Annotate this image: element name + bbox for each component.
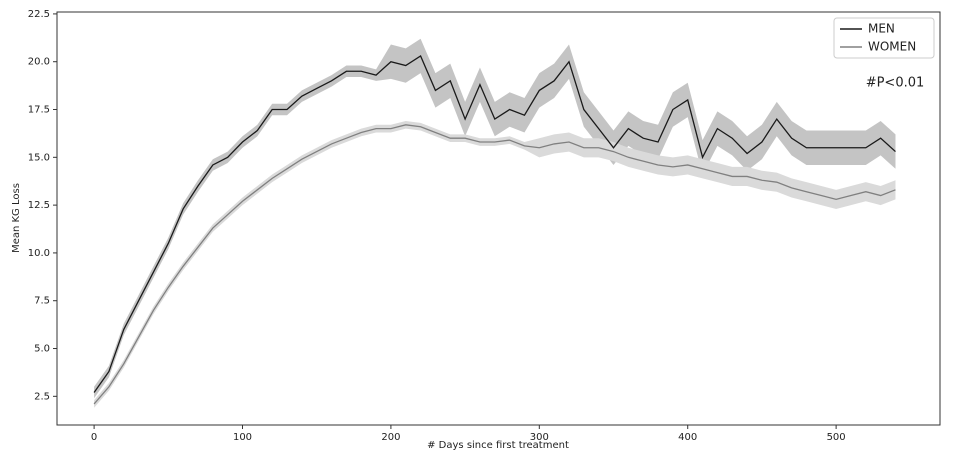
- y-tick-label: 12.5: [28, 200, 50, 211]
- y-tick-label: 17.5: [28, 105, 50, 116]
- legend: MEN WOMEN: [833, 17, 935, 59]
- legend-label: MEN: [868, 22, 895, 36]
- annotation: #P<0.01: [866, 76, 925, 91]
- x-tick-label: 500: [827, 432, 846, 443]
- y-tick-label: 20.0: [28, 57, 50, 68]
- legend-label: WOMEN: [868, 40, 916, 54]
- legend-box: [833, 17, 935, 59]
- y-tick-label: 15.0: [28, 152, 50, 163]
- series-line: [93, 55, 896, 393]
- y-tick-label: 22.5: [28, 9, 50, 20]
- x-tick-label: 100: [233, 432, 252, 443]
- y-tick-label: 10.0: [28, 248, 50, 259]
- x-tick-label: 400: [678, 432, 697, 443]
- x-tick-label: 200: [381, 432, 400, 443]
- y-axis-label: Mean KG Loss: [11, 183, 22, 253]
- y-tick-label: 7.5: [34, 296, 50, 307]
- x-tick-label: 0: [91, 432, 97, 443]
- plot-frame: [56, 11, 941, 426]
- x-tick-label: 300: [530, 432, 549, 443]
- y-tick-label: 2.5: [34, 391, 50, 402]
- y-tick-label: 5.0: [34, 344, 50, 355]
- x-axis-label: # Days since first treatment: [427, 440, 569, 451]
- series-line: [93, 124, 896, 405]
